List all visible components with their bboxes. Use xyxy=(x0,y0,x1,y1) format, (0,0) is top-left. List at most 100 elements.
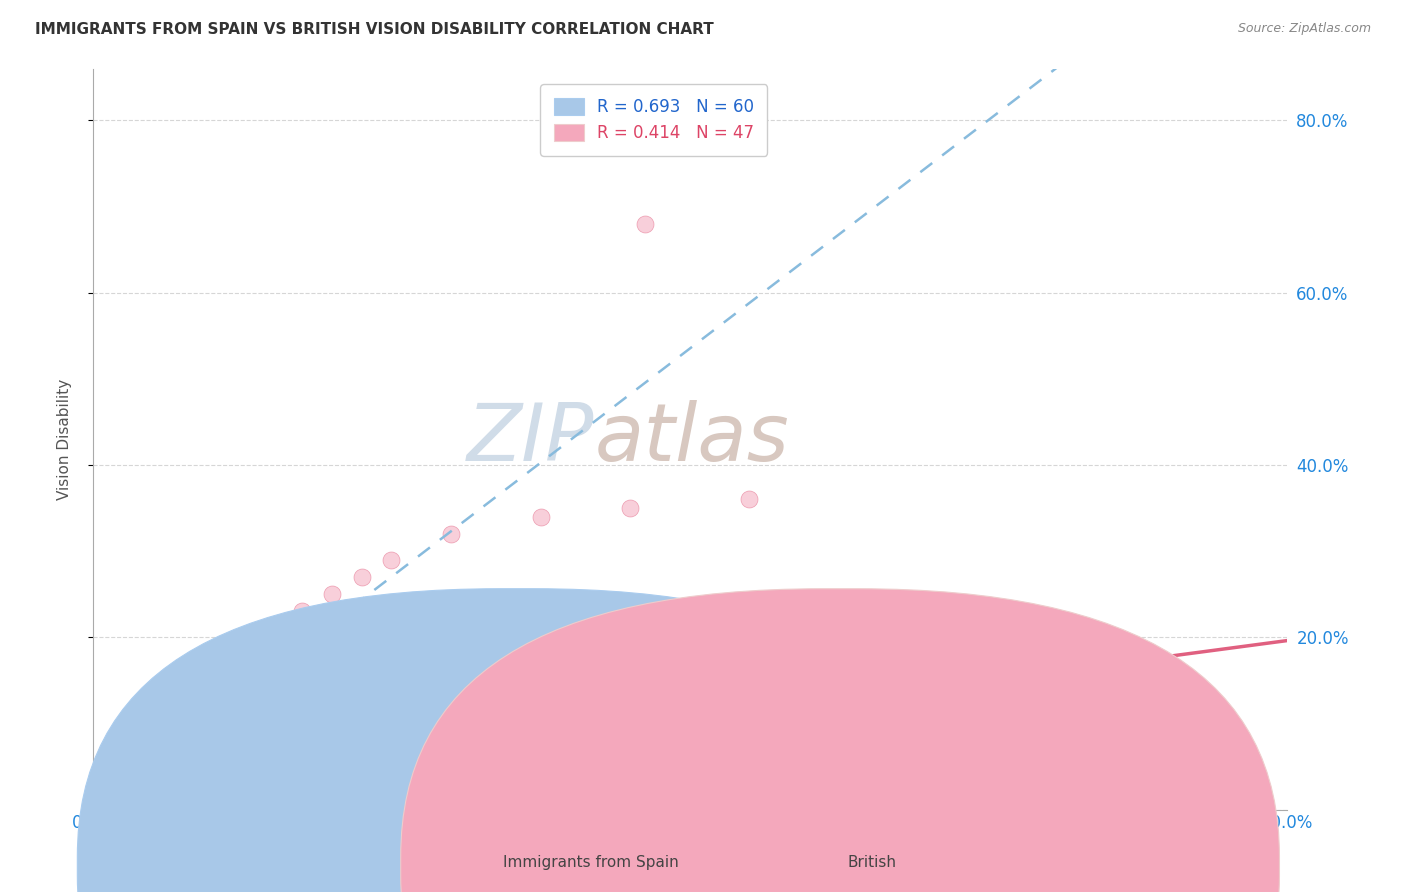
Point xyxy=(84,789,107,804)
Point xyxy=(121,761,143,775)
Point xyxy=(207,673,229,688)
Point xyxy=(159,712,181,726)
Point xyxy=(111,777,134,791)
Point xyxy=(87,789,110,804)
Point xyxy=(231,663,253,677)
Point xyxy=(111,777,134,791)
Point xyxy=(94,789,117,804)
Point xyxy=(97,780,120,795)
Point xyxy=(156,716,179,731)
Point xyxy=(105,780,128,795)
Point xyxy=(217,669,239,683)
Point xyxy=(172,721,194,735)
Point xyxy=(118,772,141,787)
Point xyxy=(87,796,110,810)
Point xyxy=(91,794,114,808)
Point xyxy=(238,660,260,674)
Point xyxy=(108,779,131,793)
Point xyxy=(201,677,224,691)
Point xyxy=(634,217,657,231)
Point xyxy=(124,766,146,780)
Point xyxy=(260,630,283,644)
Point xyxy=(217,669,239,683)
Point xyxy=(148,729,170,743)
Point xyxy=(138,742,160,756)
Point xyxy=(231,656,253,670)
Point xyxy=(94,783,117,797)
Point xyxy=(84,794,107,808)
Point xyxy=(246,657,269,672)
Point xyxy=(145,733,167,747)
Point xyxy=(142,738,165,752)
Point xyxy=(195,681,218,696)
Text: atlas: atlas xyxy=(595,400,789,478)
Point xyxy=(276,648,298,662)
Point xyxy=(84,798,107,813)
Point xyxy=(530,509,553,524)
Point xyxy=(135,755,157,769)
Point xyxy=(103,780,125,795)
Y-axis label: Vision Disability: Vision Disability xyxy=(58,378,72,500)
Point xyxy=(87,787,110,801)
Point xyxy=(94,783,117,797)
Point xyxy=(91,785,114,799)
Point xyxy=(97,789,120,804)
Point xyxy=(166,703,188,717)
Point xyxy=(87,794,110,808)
Point xyxy=(177,695,200,709)
Point xyxy=(103,785,125,799)
Point xyxy=(91,792,114,806)
Point xyxy=(100,779,122,793)
Point xyxy=(114,768,136,782)
Point xyxy=(129,759,152,773)
Point xyxy=(1036,630,1059,644)
Point xyxy=(100,783,122,797)
Point xyxy=(87,785,110,799)
Point xyxy=(84,798,107,813)
Text: Immigrants from Spain: Immigrants from Spain xyxy=(503,855,678,870)
Point xyxy=(153,738,176,752)
Point xyxy=(124,759,146,773)
Point xyxy=(246,643,269,657)
Point xyxy=(276,617,298,632)
Point xyxy=(440,526,463,541)
Point xyxy=(97,785,120,799)
Point xyxy=(108,779,131,793)
Text: ZIP: ZIP xyxy=(467,400,595,478)
Point xyxy=(111,770,134,784)
Point xyxy=(100,779,122,793)
Point xyxy=(103,777,125,791)
Point xyxy=(172,699,194,714)
Point xyxy=(225,665,247,679)
Point xyxy=(103,783,125,797)
Point xyxy=(100,787,122,801)
Point xyxy=(135,747,157,761)
Point xyxy=(201,690,224,705)
Point xyxy=(350,570,373,584)
Point xyxy=(207,681,229,696)
Point xyxy=(153,721,176,735)
Point xyxy=(127,755,149,769)
Point xyxy=(132,751,155,765)
Point xyxy=(97,787,120,801)
Point xyxy=(738,492,761,507)
Point xyxy=(118,764,141,778)
Point xyxy=(84,789,107,804)
Point xyxy=(127,764,149,778)
Point xyxy=(129,753,152,767)
Point xyxy=(148,744,170,758)
Point xyxy=(186,690,208,705)
Point xyxy=(321,587,343,601)
Point xyxy=(1185,759,1208,773)
Point xyxy=(186,707,208,722)
Point xyxy=(114,772,136,787)
Point xyxy=(105,777,128,791)
Point xyxy=(150,725,173,739)
Point xyxy=(100,785,122,799)
Point xyxy=(91,789,114,804)
Point xyxy=(118,770,141,784)
Legend: R = 0.693   N = 60, R = 0.414   N = 47: R = 0.693 N = 60, R = 0.414 N = 47 xyxy=(540,84,768,155)
Point xyxy=(108,772,131,787)
Point xyxy=(142,751,165,765)
Text: Source: ZipAtlas.com: Source: ZipAtlas.com xyxy=(1237,22,1371,36)
